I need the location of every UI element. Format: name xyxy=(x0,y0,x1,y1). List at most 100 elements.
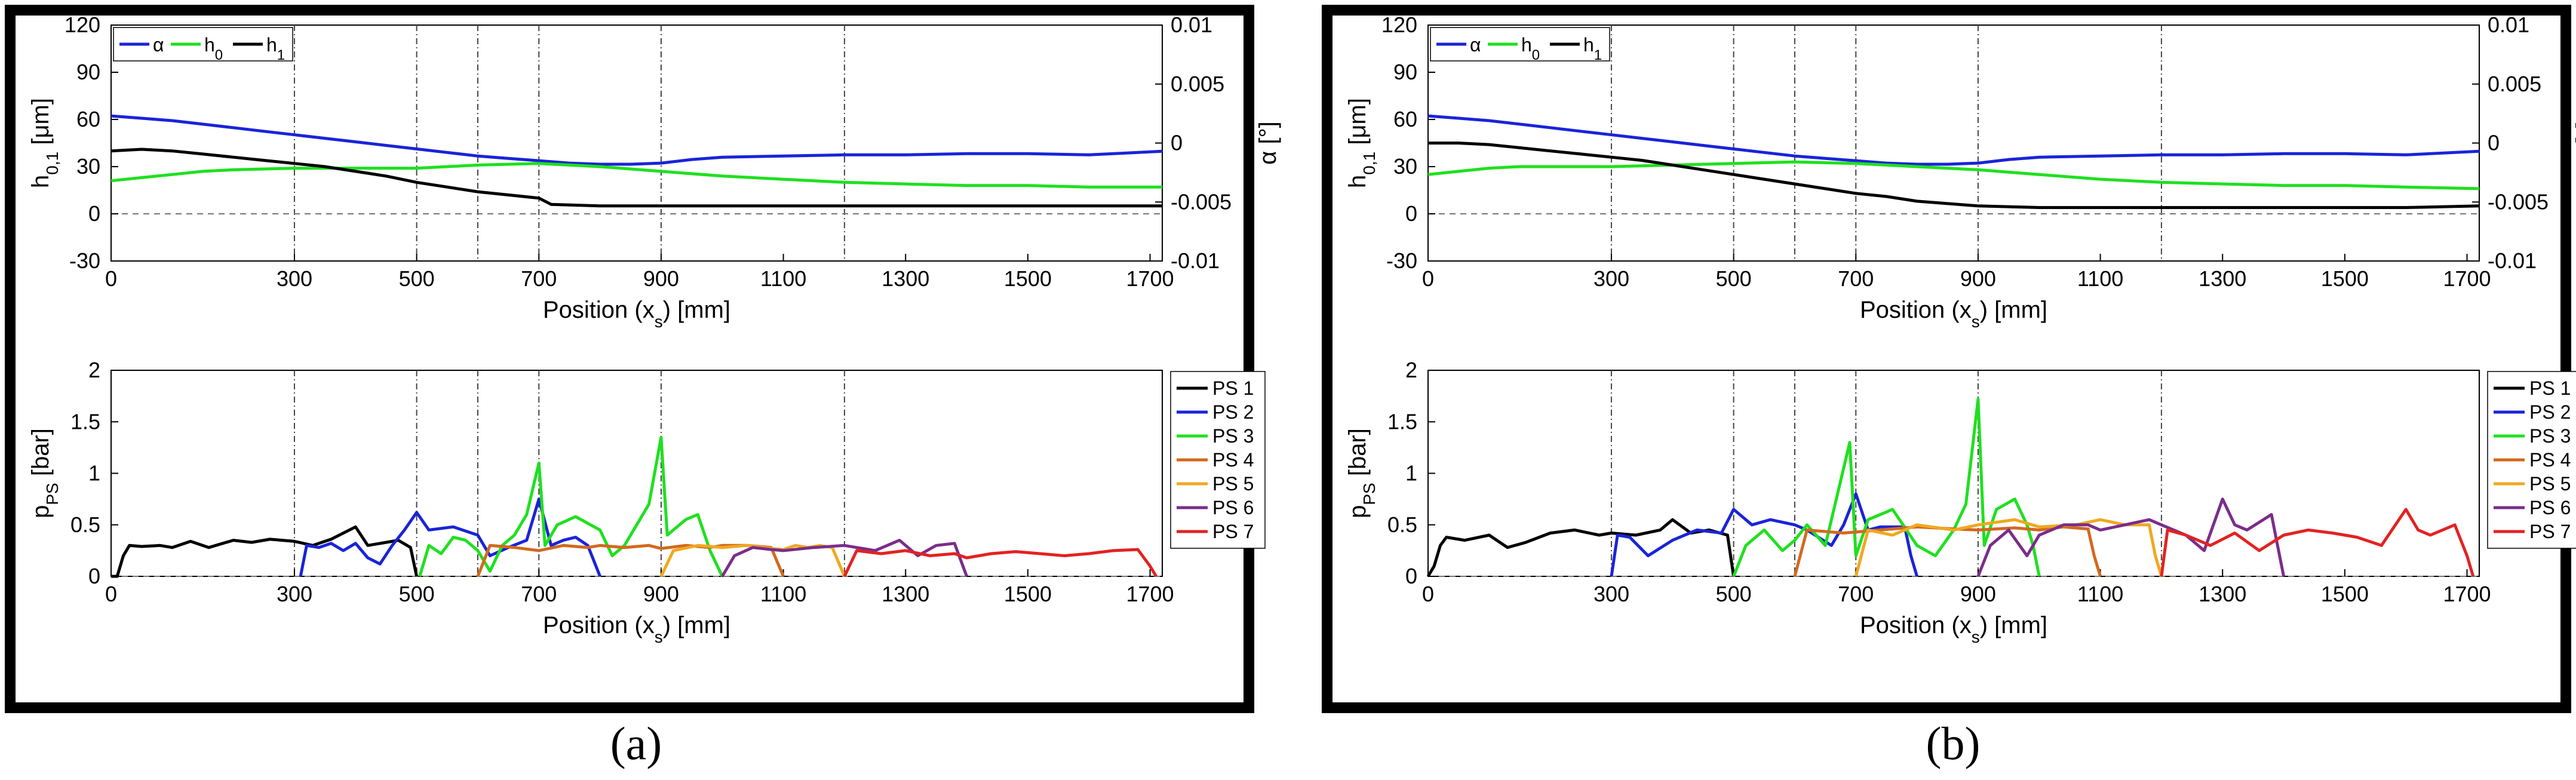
top-ytick-right-label: -0.005 xyxy=(2488,189,2549,214)
bottom-xtick-label: 300 xyxy=(1594,582,1629,606)
series-ps2-line xyxy=(299,498,601,577)
top-y-axis-label-right: α [°] xyxy=(2572,121,2576,164)
top-ytick-right-label: 0.01 xyxy=(1171,13,1212,37)
bottom-plot: 0 300 500 700 900 1100 1300 1500 1700 0 0.5 1 1.5 2 Po… xyxy=(27,358,1266,646)
panel-label-b: (b) xyxy=(1926,717,1981,769)
bottom-legend: PS 1PS 2PS 3PS 4PS 5PS 6 PS 7 xyxy=(2487,371,2576,549)
top-legend: α h0 h1 xyxy=(1430,27,1610,63)
top-xtick-label: 1100 xyxy=(760,266,806,291)
bottom-xtick-label: 300 xyxy=(277,582,312,606)
top-xtick-label: 0 xyxy=(1422,266,1434,291)
legend-label: h1 xyxy=(1583,34,1602,63)
bottom-xtick-label: 0 xyxy=(105,582,117,606)
top-ytick-left-label: -30 xyxy=(69,248,100,273)
panel-label-a: (a) xyxy=(610,717,662,769)
bottom-xtick-label: 1500 xyxy=(2321,582,2369,606)
series-ps2-line xyxy=(1610,492,1918,577)
legend-label: PS 7 xyxy=(2529,521,2571,542)
top-xtick-label: 1300 xyxy=(2199,266,2246,291)
bottom-ytick-label: 2 xyxy=(1405,358,1417,382)
top-xtick-label: 900 xyxy=(643,266,679,291)
bottom-xtick-label: 1100 xyxy=(2077,582,2123,606)
top-plot: 0 300 500 700 900 1100 1300 1500 1700-3003060901… xyxy=(27,13,1281,331)
bottom-xtick-label: 1100 xyxy=(760,582,806,606)
top-ytick-right-label: -0.01 xyxy=(2488,248,2537,273)
top-ytick-right-label: 0.01 xyxy=(2488,13,2529,37)
top-ytick-left-label: 90 xyxy=(1393,60,1417,84)
legend-label: PS 4 xyxy=(1212,449,1254,471)
legend-label: PS 5 xyxy=(2529,473,2571,495)
legend-label: h0 xyxy=(204,34,223,63)
bottom-xtick-label: 1700 xyxy=(1126,582,1174,606)
top-xtick-label: 500 xyxy=(1716,266,1752,291)
series-ps7-line xyxy=(2160,508,2475,577)
bottom-ytick-label: 2 xyxy=(88,358,100,382)
bottom-xtick-label: 1300 xyxy=(882,582,929,606)
series-h1-line xyxy=(1428,142,2480,209)
bottom-ytick-label: 1.5 xyxy=(1387,409,1417,434)
bottom-xtick-label: 500 xyxy=(1716,582,1752,606)
legend-label: PS 1 xyxy=(2529,377,2571,399)
top-ytick-right-label: 0 xyxy=(1171,131,1183,155)
series-ps1-line xyxy=(111,525,419,578)
series-ps3-line xyxy=(1732,397,2041,577)
top-xtick-label: 1500 xyxy=(2321,266,2369,291)
top-xtick-label: 700 xyxy=(521,266,557,291)
top-ytick-left-label: 0 xyxy=(1405,201,1417,226)
bottom-xtick-label: 900 xyxy=(1960,582,1996,606)
legend-label: α xyxy=(1470,34,1481,56)
panel-b: 0 300 500 700 900 1100 1300 1500 1700-3003060901… xyxy=(1344,13,2576,646)
bottom-x-axis-label: Position (xs) [mm] xyxy=(1860,612,2047,646)
legend-label: PS 7 xyxy=(1212,521,1254,542)
top-x-axis-label: Position (xs) [mm] xyxy=(1860,297,2047,331)
top-x-axis-label: Position (xs) [mm] xyxy=(543,297,730,331)
legend-label: PS 1 xyxy=(1212,377,1254,399)
bottom-plot: 0 300 500 700 900 1100 1300 1500 1700 0 0.5 1 1.5 2 Po… xyxy=(1344,358,2576,646)
top-ytick-left-label: 0 xyxy=(88,201,100,226)
top-ytick-right-label: -0.01 xyxy=(1171,248,1220,273)
legend-label: PS 2 xyxy=(2529,401,2571,423)
top-xtick-label: 300 xyxy=(1594,266,1629,291)
legend-label: PS 6 xyxy=(2529,497,2571,518)
series-h1-line xyxy=(110,148,1162,208)
top-ytick-left-label: 30 xyxy=(1393,154,1417,179)
top-xtick-label: 1300 xyxy=(882,266,929,291)
bottom-ytick-label: 1 xyxy=(1405,461,1417,486)
top-ytick-left-label: 60 xyxy=(1393,107,1417,131)
series-h0-line xyxy=(110,162,1162,189)
top-ytick-left-label: 30 xyxy=(76,154,100,179)
bottom-ytick-label: 1 xyxy=(88,461,100,486)
series-h0-line xyxy=(1427,160,2480,191)
series-ps6-line xyxy=(1976,498,2286,577)
legend-label: PS 6 xyxy=(1212,497,1254,518)
top-y-axis-label-right: α [°] xyxy=(1255,121,1281,164)
series-ps6-line xyxy=(721,539,968,578)
bottom-xtick-label: 500 xyxy=(399,582,435,606)
top-axes-box xyxy=(1427,24,2480,262)
bottom-ytick-label: 0.5 xyxy=(1387,512,1417,537)
top-xtick-label: 1700 xyxy=(2443,266,2491,291)
bottom-x-axis-label: Position (xs) [mm] xyxy=(543,612,730,646)
legend-label: PS 3 xyxy=(1212,425,1254,447)
legend-label: PS 2 xyxy=(1212,401,1254,423)
legend-label: PS 4 xyxy=(2529,449,2571,471)
top-ytick-right-label: 0 xyxy=(2488,131,2500,155)
top-ytick-left-label: 60 xyxy=(76,107,100,131)
top-xtick-label: 0 xyxy=(105,266,117,291)
bottom-ytick-label: 0.5 xyxy=(70,512,100,537)
top-y-axis-label-left: h0,1 [μm] xyxy=(27,98,62,188)
top-legend: α h0 h1 xyxy=(113,27,293,63)
top-xtick-label: 500 xyxy=(399,266,435,291)
legend-label: h0 xyxy=(1521,34,1540,63)
bottom-axes-box xyxy=(1427,370,2480,577)
series-ps7-line xyxy=(843,548,1157,578)
top-xtick-label: 300 xyxy=(277,266,312,291)
top-xtick-label: 900 xyxy=(1960,266,1996,291)
bottom-ytick-label: 0 xyxy=(1405,564,1417,588)
top-ytick-right-label: 0.005 xyxy=(1171,72,1224,96)
bottom-xtick-label: 900 xyxy=(643,582,679,606)
legend-label: PS 5 xyxy=(1212,473,1254,495)
bottom-ytick-label: 1.5 xyxy=(70,409,100,434)
